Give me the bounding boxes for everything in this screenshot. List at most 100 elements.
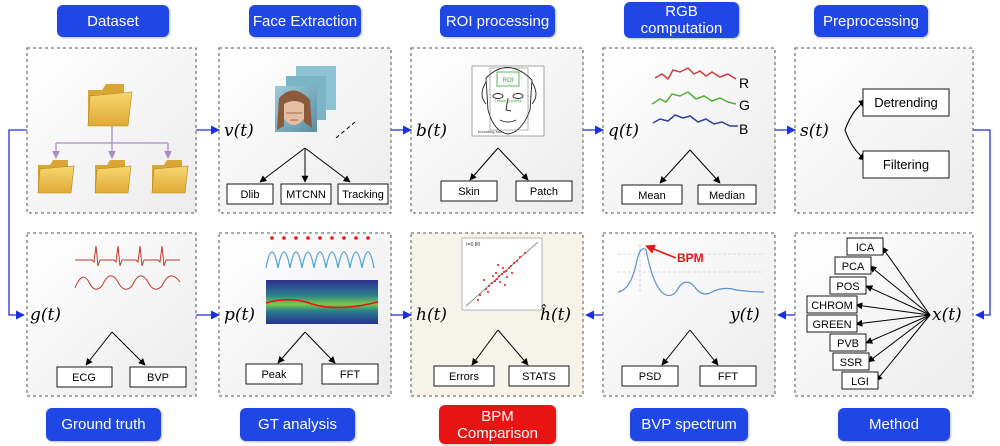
signal-y: y(t) (729, 305, 760, 325)
folder-icon-right (151, 160, 189, 194)
folder-icon-root (87, 84, 133, 127)
arrow-pre-method (973, 129, 991, 320)
bvp-spectrum-plot (617, 244, 765, 297)
channel-label-b: B (739, 121, 748, 137)
header-dataset: Dataset (57, 5, 169, 37)
leaf-tracking: Tracking (342, 189, 384, 201)
red-channel-trace (654, 67, 737, 81)
method-green: GREEN (812, 319, 851, 331)
signal-x: x(t) (932, 305, 962, 325)
leaf-box-errors (433, 365, 495, 387)
leaf-bvp: BVP (147, 372, 169, 384)
signal-s: s(t) (800, 121, 829, 141)
leaf-peak: Peak (261, 369, 287, 381)
leaf-box-stats (508, 365, 570, 387)
leaf-box-tracking (337, 183, 389, 205)
arrow-dataset-gt (8, 129, 27, 320)
header-rgb-line1: RGB (665, 3, 698, 20)
signal-p: p(t) (224, 305, 255, 325)
leaf-dlib: Dlib (241, 189, 260, 201)
method-pca: PCA (842, 261, 865, 273)
method-ssr: SSR (840, 357, 863, 369)
signal-q: q(t) (608, 121, 639, 141)
header-ground-truth: Ground truth (46, 408, 161, 441)
roi-label: ROI (503, 78, 514, 84)
header-bvp-spectrum: BVP spectrum (630, 408, 748, 441)
tree-connectors (85, 147, 721, 366)
spectrogram (266, 280, 378, 324)
roi-face-sketch (471, 65, 545, 137)
leaf-box-fft-gta (321, 363, 379, 385)
leaf-ecg: ECG (72, 372, 96, 384)
leaf-box-mtcnn (280, 183, 332, 205)
header-rgb-line2: computation (640, 20, 723, 37)
bpm-scatter-plot (461, 237, 543, 311)
leaf-box-patch (515, 180, 573, 202)
folder-icon-group (37, 84, 189, 194)
leaf-labels: Dlib MTCNN Tracking Skin Patch Mean Medi… (72, 95, 938, 388)
method-box-pca (834, 256, 872, 275)
method-chrom: CHROM (811, 300, 853, 312)
panel-preprocessing (794, 47, 974, 214)
ecg-trace (75, 245, 180, 267)
leaf-fft-gta: FFT (340, 369, 360, 381)
leaf-errors: Errors (449, 371, 479, 383)
leaf-box-detrending (862, 88, 950, 117)
leaf-filtering: Filtering (883, 157, 929, 172)
green-channel-trace (651, 91, 737, 105)
blue-channel-trace (652, 114, 738, 127)
method-box-chrom (806, 295, 858, 314)
leaf-detrending: Detrending (874, 95, 938, 110)
header-face-extraction: Face Extraction (249, 5, 361, 37)
leaf-box-filtering (862, 150, 950, 179)
face-frames-image (275, 66, 356, 139)
channel-label-g: G (739, 97, 750, 113)
folder-tree-arrows (52, 126, 172, 159)
roi-box-label: bounding box (478, 129, 502, 134)
leaf-mtcnn: MTCNN (286, 189, 326, 201)
method-box-pos (829, 276, 867, 295)
method-ica: ICA (856, 242, 875, 254)
header-bpm-comparison: BPM Comparison (439, 405, 556, 444)
signal-g: g(t) (30, 305, 61, 325)
leaf-skin: Skin (458, 186, 479, 198)
bpm-label: BPM (677, 251, 704, 265)
roi-tracking-label: Tracking points (495, 98, 522, 103)
leaf-boxes (56, 88, 950, 390)
leaf-box-peak (245, 363, 303, 385)
folder-icon-middle (94, 160, 132, 194)
header-bpm-line1: BPM (481, 407, 514, 425)
leaf-box-skin (440, 180, 498, 202)
channel-labels: R G B (739, 75, 750, 137)
method-box-lgi (841, 371, 879, 390)
leaf-box-median (697, 184, 757, 205)
method-box-green (806, 314, 858, 333)
method-box-ica (846, 237, 884, 256)
header-preprocessing: Preprocessing (814, 5, 928, 37)
leaf-box-dlib (226, 183, 274, 205)
header-method: Method (838, 408, 950, 441)
signal-h-hat: ĥ(t) (540, 304, 571, 325)
method-lgi: LGI (851, 376, 869, 388)
leaf-box-fft-spec (699, 365, 757, 387)
method-box-ssr (832, 352, 870, 371)
signal-h: h(t) (416, 305, 447, 325)
leaf-box-mean (621, 184, 683, 205)
leaf-stats: STATS (522, 371, 556, 383)
gt-analysis-image (265, 236, 379, 324)
channel-label-r: R (739, 75, 749, 91)
bpm-arrow (645, 244, 677, 259)
bvp-trace (74, 275, 181, 290)
signal-v: v(t) (224, 121, 254, 141)
method-box-pvb (829, 333, 867, 352)
panel-method (794, 232, 974, 397)
method-pos: POS (836, 281, 859, 293)
method-pvb: PVB (837, 338, 859, 350)
header-bpm-line2: Comparison (457, 424, 538, 442)
header-rgb-computation: RGB computation (624, 2, 739, 38)
leaf-median: Median (709, 190, 745, 202)
leaf-box-ecg (56, 366, 113, 388)
signal-b: b(t) (416, 121, 447, 141)
